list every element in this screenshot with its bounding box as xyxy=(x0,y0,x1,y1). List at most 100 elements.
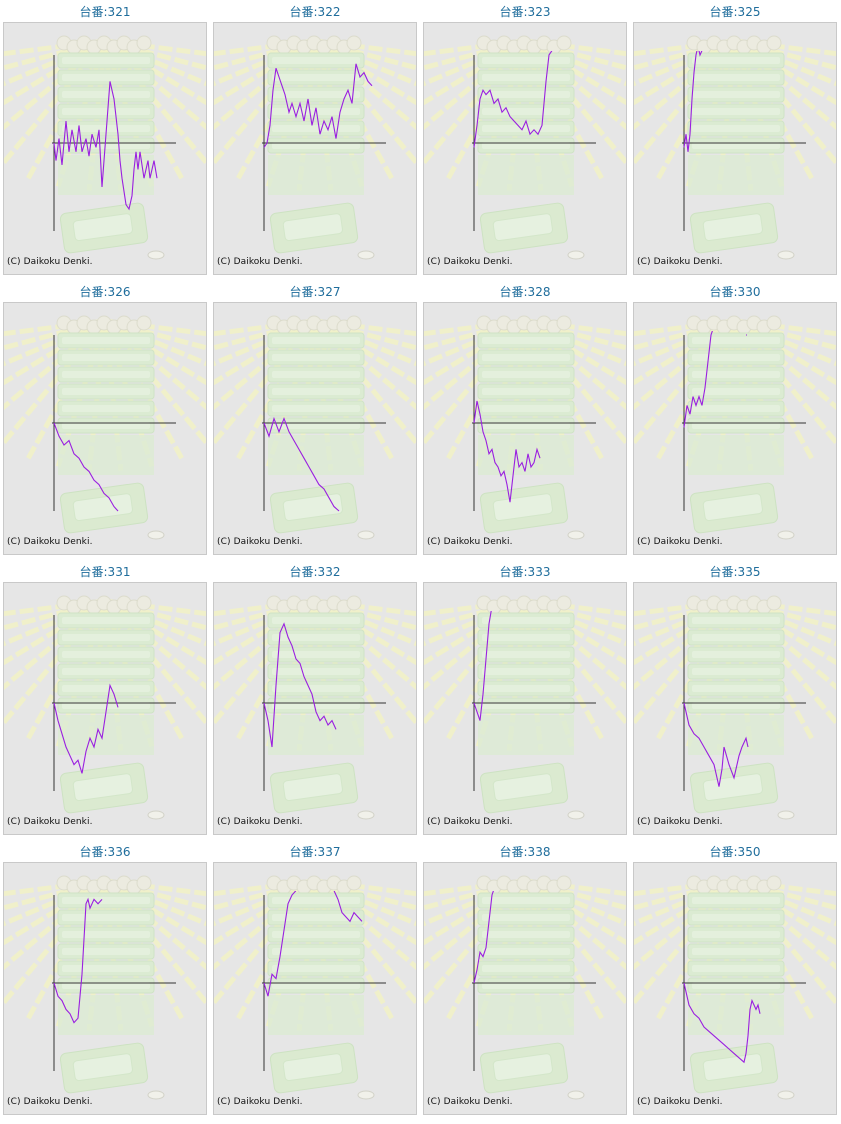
chart-panel: 台番:328 (C) Daikoku Denki. xyxy=(423,284,627,561)
copyright-text: (C) Daikoku Denki. xyxy=(7,817,93,827)
chart-title[interactable]: 台番:337 xyxy=(289,845,341,859)
copyright-text: (C) Daikoku Denki. xyxy=(427,537,513,547)
machine-background-image xyxy=(634,35,836,260)
machine-background-image xyxy=(424,35,626,260)
chart-svg xyxy=(634,595,836,820)
chart-panel: 台番:333 (C) Daikoku Denki. xyxy=(423,564,627,841)
chart-svg xyxy=(634,315,836,540)
chart-frame: (C) Daikoku Denki. xyxy=(633,582,837,835)
chart-title[interactable]: 台番:326 xyxy=(79,285,131,299)
chart-svg xyxy=(214,875,416,1100)
chart-svg xyxy=(4,315,206,540)
data-series-line xyxy=(683,702,749,787)
machine-background-image xyxy=(634,315,836,540)
chart-frame: (C) Daikoku Denki. xyxy=(213,582,417,835)
chart-title[interactable]: 台番:321 xyxy=(79,5,131,19)
data-series-line xyxy=(473,891,494,984)
chart-svg xyxy=(4,35,206,260)
data-series-line xyxy=(333,891,363,923)
chart-svg xyxy=(424,875,626,1100)
copyright-text: (C) Daikoku Denki. xyxy=(217,257,303,267)
machine-background-image xyxy=(4,35,206,260)
chart-frame: (C) Daikoku Denki. xyxy=(633,302,837,555)
chart-svg xyxy=(424,35,626,260)
chart-title[interactable]: 台番:322 xyxy=(289,5,341,19)
machine-background-image xyxy=(214,315,416,540)
chart-frame: (C) Daikoku Denki. xyxy=(3,22,207,275)
chart-panel: 台番:326 (C) Daikoku Denki. xyxy=(3,284,207,561)
chart-frame: (C) Daikoku Denki. xyxy=(3,582,207,835)
chart-frame: (C) Daikoku Denki. xyxy=(3,862,207,1115)
data-series-line xyxy=(683,982,761,1064)
copyright-text: (C) Daikoku Denki. xyxy=(217,817,303,827)
copyright-text: (C) Daikoku Denki. xyxy=(637,257,723,267)
copyright-text: (C) Daikoku Denki. xyxy=(637,817,723,827)
chart-title[interactable]: 台番:338 xyxy=(499,845,551,859)
machine-background-image xyxy=(4,595,206,820)
chart-frame: (C) Daikoku Denki. xyxy=(213,862,417,1115)
machine-background-image xyxy=(424,875,626,1100)
chart-svg xyxy=(634,875,836,1100)
copyright-text: (C) Daikoku Denki. xyxy=(427,257,513,267)
chart-svg xyxy=(424,315,626,540)
chart-panel: 台番:336 (C) Daikoku Denki. xyxy=(3,844,207,1121)
machine-background-image xyxy=(214,35,416,260)
chart-panel: 台番:331 (C) Daikoku Denki. xyxy=(3,564,207,841)
data-series-line xyxy=(53,81,158,211)
chart-title[interactable]: 台番:331 xyxy=(79,565,131,579)
chart-svg xyxy=(214,315,416,540)
chart-frame: (C) Daikoku Denki. xyxy=(423,22,627,275)
chart-title[interactable]: 台番:328 xyxy=(499,285,551,299)
data-series-line xyxy=(473,400,541,503)
chart-panel: 台番:321 (C) Daikoku Denki. xyxy=(3,4,207,281)
machine-background-image xyxy=(634,875,836,1100)
data-series-line xyxy=(53,422,119,512)
machine-background-image xyxy=(634,595,836,820)
copyright-text: (C) Daikoku Denki. xyxy=(427,817,513,827)
chart-svg xyxy=(634,35,836,260)
chart-panel: 台番:327 (C) Daikoku Denki. xyxy=(213,284,417,561)
chart-svg xyxy=(214,595,416,820)
chart-frame: (C) Daikoku Denki. xyxy=(423,582,627,835)
data-series-line xyxy=(263,891,297,997)
chart-title[interactable]: 台番:335 xyxy=(709,565,761,579)
chart-svg xyxy=(4,875,206,1100)
machine-background-image xyxy=(4,875,206,1100)
data-series-line xyxy=(263,622,337,748)
chart-panel: 台番:337 (C) Daikoku Denki. xyxy=(213,844,417,1121)
copyright-text: (C) Daikoku Denki. xyxy=(427,1097,513,1107)
chart-frame: (C) Daikoku Denki. xyxy=(423,862,627,1115)
chart-panel: 台番:325 (C) Daikoku Denki. xyxy=(633,4,837,281)
chart-title[interactable]: 台番:330 xyxy=(709,285,761,299)
chart-title[interactable]: 台番:350 xyxy=(709,845,761,859)
chart-panel: 台番:350 (C) Daikoku Denki. xyxy=(633,844,837,1121)
data-series-line xyxy=(683,51,703,152)
chart-title[interactable]: 台番:333 xyxy=(499,565,551,579)
chart-title[interactable]: 台番:327 xyxy=(289,285,341,299)
machine-background-image xyxy=(214,875,416,1100)
data-series-line xyxy=(263,416,340,512)
chart-panel: 台番:322 (C) Daikoku Denki. xyxy=(213,4,417,281)
chart-panel: 台番:335 (C) Daikoku Denki. xyxy=(633,564,837,841)
chart-title[interactable]: 台番:325 xyxy=(709,5,761,19)
copyright-text: (C) Daikoku Denki. xyxy=(637,537,723,547)
data-series-line xyxy=(263,63,373,148)
chart-frame: (C) Daikoku Denki. xyxy=(423,302,627,555)
chart-panel: 台番:330 (C) Daikoku Denki. xyxy=(633,284,837,561)
machine-background-image xyxy=(4,315,206,540)
chart-title[interactable]: 台番:323 xyxy=(499,5,551,19)
chart-svg xyxy=(424,595,626,820)
machine-background-image xyxy=(424,315,626,540)
chart-frame: (C) Daikoku Denki. xyxy=(213,302,417,555)
chart-title[interactable]: 台番:332 xyxy=(289,565,341,579)
machine-background-image xyxy=(214,595,416,820)
copyright-text: (C) Daikoku Denki. xyxy=(217,537,303,547)
copyright-text: (C) Daikoku Denki. xyxy=(7,537,93,547)
chart-svg xyxy=(4,595,206,820)
chart-frame: (C) Daikoku Denki. xyxy=(633,22,837,275)
chart-title[interactable]: 台番:336 xyxy=(79,845,131,859)
chart-frame: (C) Daikoku Denki. xyxy=(3,302,207,555)
chart-frame: (C) Daikoku Denki. xyxy=(213,22,417,275)
machine-background-image xyxy=(424,595,626,820)
data-series-line xyxy=(473,51,553,148)
